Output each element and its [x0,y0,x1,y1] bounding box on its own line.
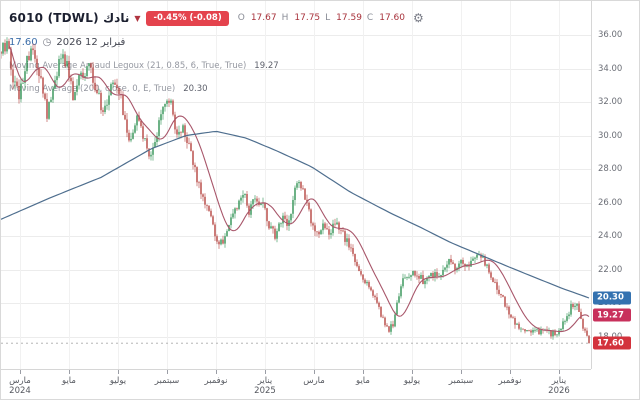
time-axis-label: سبتمبر [154,376,180,386]
indicator-alma-label[interactable]: Moving Average Arnaud Legoux (21, 0.85, … [9,61,247,71]
high-value: 17.75 [294,13,321,23]
price-axis-label: 30.00 [598,130,623,141]
time-axis-label: مارس [303,376,325,386]
price-axis-label: 18.00 [598,332,622,342]
symbol-row: 6010 (TDWL) نادك ▼ -0.45% (-0.08) O 17.67… [9,8,424,28]
indicator-alma-value: 19.27 [254,61,279,71]
time-axis-tickmark [314,370,315,374]
price-axis-label: 26.00 [598,197,623,208]
time-axis-label: مايو [356,376,370,386]
time-axis-label: يناير 2026 [548,376,570,396]
time-axis-label: مايو [62,376,76,386]
h-gridline [1,68,591,70]
h-gridline [1,35,591,36]
high-label: H [281,13,289,23]
time-axis-tickmark [461,370,462,374]
low-label: L [325,13,331,23]
v-gridline [20,1,21,369]
v-gridline [363,1,364,369]
v-gridline [118,1,119,369]
chart-legend: 6010 (TDWL) نادك ▼ -0.45% (-0.08) O 17.67… [9,8,424,95]
open-label: O [237,13,245,23]
ohlc-readout: O 17.67 H 17.75 L 17.59 C 17.60 [238,13,405,23]
low-value: 17.59 [336,13,362,23]
v-gridline [314,1,315,369]
open-value: 17.67 [250,13,277,23]
v-gridline [461,1,462,369]
h-gridline [1,336,591,338]
time-axis-tickmark [216,370,217,374]
price-axis-label: 24.00 [598,231,623,241]
time-axis-tickmark [363,370,364,374]
v-gridline [510,1,511,369]
h-gridline [1,169,591,170]
h-gridline [1,135,591,137]
symbol-title[interactable]: 6010 (TDWL) نادك [9,11,130,25]
price-axis-label: 34.00 [598,63,623,74]
v-gridline [559,1,560,369]
time-axis-label: نوفمبر [498,376,522,386]
time-axis-tickmark [118,370,119,374]
price-axis-label: 36.00 [598,30,623,40]
h-gridline [1,269,591,271]
h-gridline [1,303,591,304]
v-gridline [216,1,217,369]
h-gridline [1,202,591,204]
h-gridline [1,236,591,237]
time-axis-tickmark [559,370,560,374]
v-gridline [265,1,266,369]
candles [1,37,590,344]
price-axis-badge: 19.27 [593,308,631,322]
time-axis-tickmark [412,370,413,374]
indicator-ma200-value: 20.30 [183,84,208,94]
time-axis-tickmark [69,370,70,374]
time-axis-label: يوليو [403,376,421,386]
time-axis-year: 2025 [254,386,276,396]
price-axis-badge: 17.60 [593,336,631,350]
indicator-ma200-label[interactable]: Moving Average (200, close, 0, E, True) [9,84,176,94]
v-gridline [167,1,168,369]
price-axis-label: 28.00 [598,164,623,174]
time-axis-label: مارس 2024 [9,376,31,396]
time-axis-label: يناير 2025 [254,376,276,396]
v-gridline [412,1,413,369]
price-axis-label: 22.00 [598,264,623,275]
alma-line [8,45,590,333]
price-axis-badge: 20.30 [593,291,631,305]
indicator-row-alma: Moving Average Arnaud Legoux (21, 0.85, … [9,60,424,72]
close-label: C [366,13,374,23]
last-price-readout: 17.60 [9,36,38,48]
price-axis-label: 32.00 [598,97,623,107]
bar-date-readout: فبراير 12 2026 [56,36,126,48]
price-chart-canvas[interactable] [1,1,591,369]
time-axis-tickmark [265,370,266,374]
close-value: 17.60 [379,13,405,23]
time-axis-tickmark [167,370,168,374]
time-axis-label: يوليو [109,376,127,386]
ma200-line [1,130,590,299]
last-bar-row: 17.60 ◷ فبراير 12 2026 [9,35,424,49]
symbol-dropdown-caret-icon[interactable]: ▼ [134,13,141,23]
time-axis-year: 2024 [9,386,31,396]
price-axis[interactable]: 36.00 34.00 32.00 30.00 28.00 26.00 24.00 22.00… [591,1,639,369]
time-axis-label: نوفمبر [204,376,228,386]
change-badge: -0.45% (-0.08) [146,10,229,26]
time-axis-year: 2026 [548,386,570,396]
indicator-row-ma200: Moving Average (200, close, 0, E, True) … [9,83,424,95]
time-axis-label: سبتمبر [448,376,474,386]
clock-icon: ◷ [42,36,52,48]
h-gridline [1,102,591,103]
time-axis[interactable]: مارس 2024 مايو يوليو سبتمبر نوفمبر يناير 2025 ما… [1,369,591,399]
settings-gear-icon[interactable]: ⚙ [412,11,424,25]
v-gridline [69,1,70,369]
plot-grid [1,1,591,369]
time-axis-tickmark [20,370,21,374]
time-axis-tickmark [510,370,511,374]
